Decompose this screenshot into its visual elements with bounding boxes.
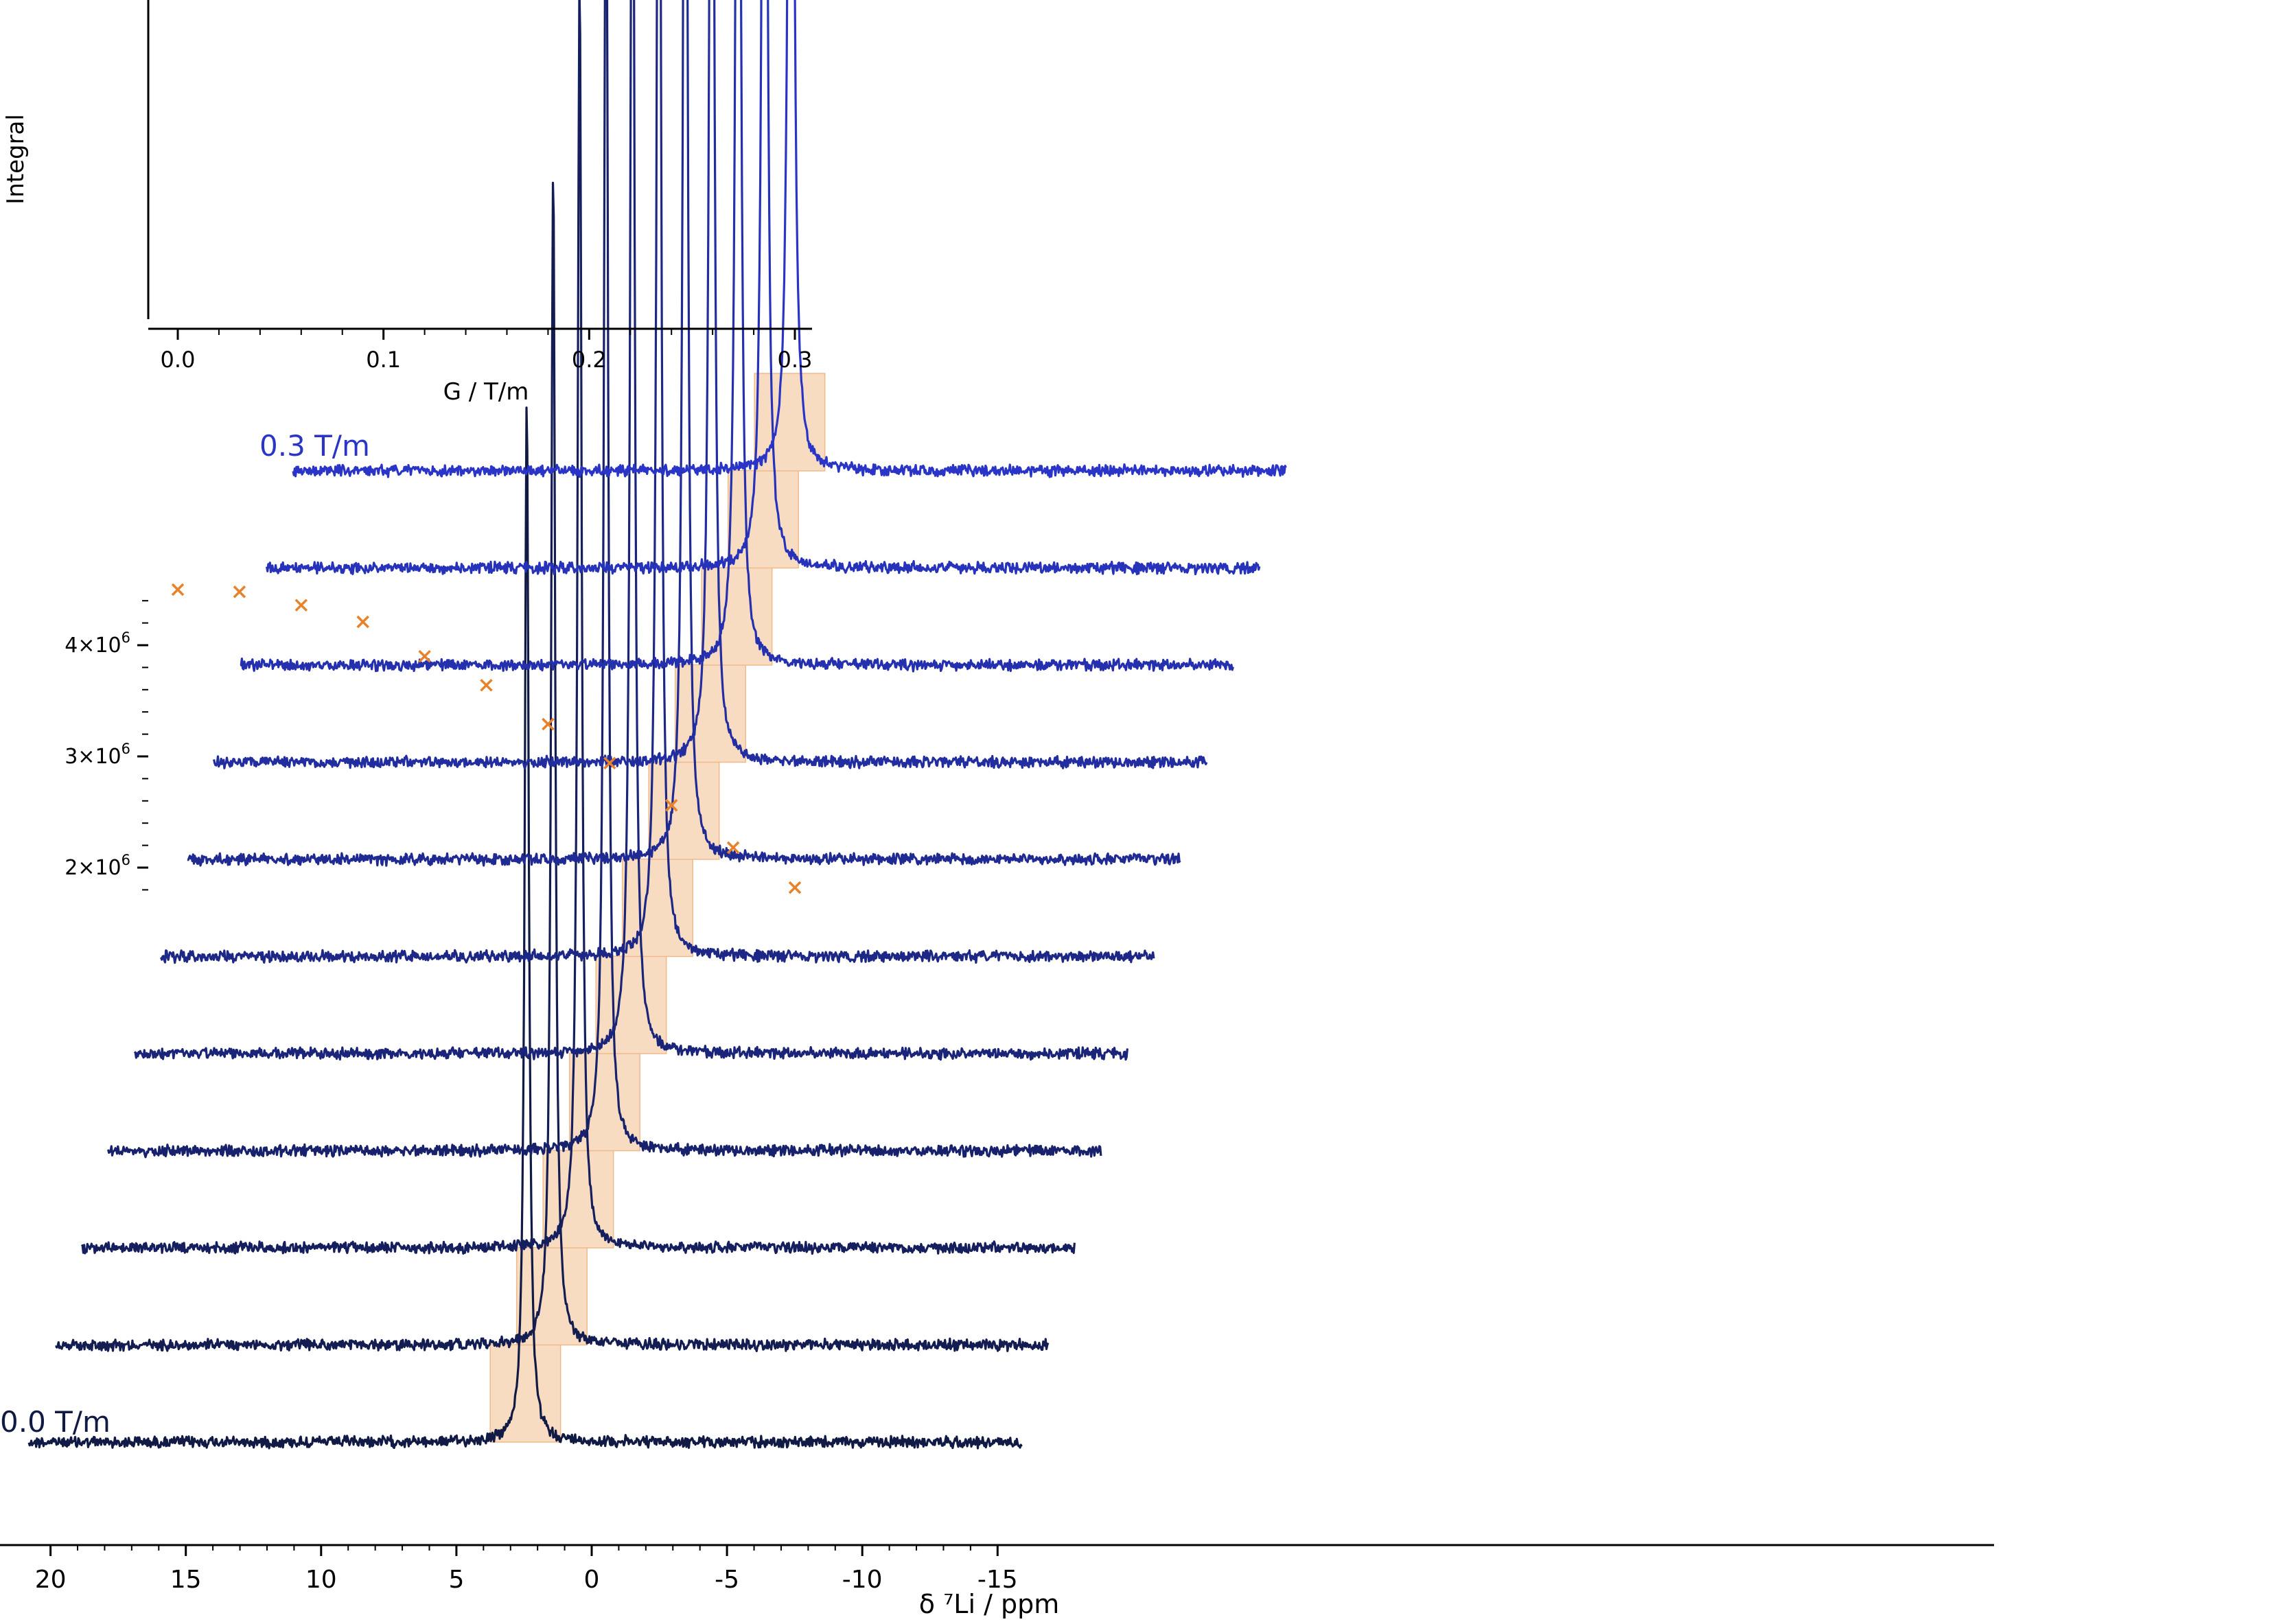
inset-x-tick-label: 0.0: [161, 347, 196, 373]
spectrum-trace: [27, 406, 1023, 1450]
integration-region: [489, 1344, 561, 1443]
inset-y-ticks: 2×106 3×106 4×106: [65, 600, 148, 891]
first-spectrum-label: 0.0 T/m: [0, 1405, 111, 1439]
spectrum-trace: [292, 0, 1287, 478]
x-tick-label: 10: [305, 1566, 337, 1594]
inset-data-point: [542, 717, 555, 731]
spectrum-trace: [160, 0, 1155, 964]
spectrum-trace: [80, 0, 1076, 1255]
spectrum-trace: [213, 0, 1208, 770]
x-axis-ticks: 20 15 10 5 0 -5 -10 -15: [35, 1545, 1018, 1594]
inset-data-point: [418, 649, 431, 663]
inset-data-point: [233, 585, 246, 599]
inset-y-axis-title: Integral: [2, 114, 30, 205]
x-axis-title: δ ⁷Li / ppm: [919, 1589, 1060, 1619]
x-tick-label: -15: [977, 1566, 1018, 1594]
spectrum-trace: [266, 0, 1261, 576]
inset-data-point: [788, 881, 802, 894]
inset-data-point: [664, 799, 678, 812]
inset-points: [171, 583, 802, 894]
inset-data-point: [356, 615, 369, 629]
spectra-traces: [27, 0, 1287, 1450]
inset-y-tick-label: 2×106: [65, 852, 130, 880]
spectrum-trace: [187, 0, 1181, 867]
inset-x-tick-label: 0.1: [366, 347, 401, 373]
inset-data-point: [171, 583, 185, 596]
inset-x-axis-title: G / T/m: [443, 378, 529, 406]
x-axis: 20 15 10 5 0 -5 -10 -15 δ ⁷Li / ppm: [0, 1544, 1994, 1619]
inset-data-point: [603, 756, 616, 769]
integration-regions: [489, 373, 826, 1443]
x-tick-label: 0: [584, 1566, 600, 1594]
inset-x-tick-label: 0.2: [572, 347, 607, 373]
inset-y-tick-label: 3×106: [65, 741, 130, 769]
x-tick-label: 20: [35, 1566, 67, 1594]
inset-data-point: [726, 841, 740, 855]
spectrum-trace: [240, 0, 1234, 673]
inset-y-tick-label: 4×106: [65, 629, 130, 658]
last-spectrum-label: 0.3 T/m: [259, 429, 370, 463]
spectrum-trace: [107, 0, 1102, 1159]
inset-scatter-plot: 0.0 0.1 0.2 0.3 2×106 3×106 4×106 G / T/m Int…: [2, 0, 813, 894]
spectrum-trace: [55, 181, 1050, 1352]
spectrum-trace: [133, 0, 1128, 1061]
x-tick-label: -10: [842, 1566, 883, 1594]
inset-x-ticks: 0.0 0.1 0.2 0.3: [161, 329, 813, 373]
inset-data-point: [294, 599, 308, 612]
x-tick-label: 15: [170, 1566, 202, 1594]
inset-data-point: [480, 679, 493, 692]
inset-x-tick-label: 0.3: [778, 347, 813, 373]
x-tick-label: -5: [715, 1566, 739, 1594]
x-tick-label: 5: [448, 1566, 464, 1594]
spectrum-labels: 0.0 T/m 0.3 T/m: [0, 429, 370, 1439]
